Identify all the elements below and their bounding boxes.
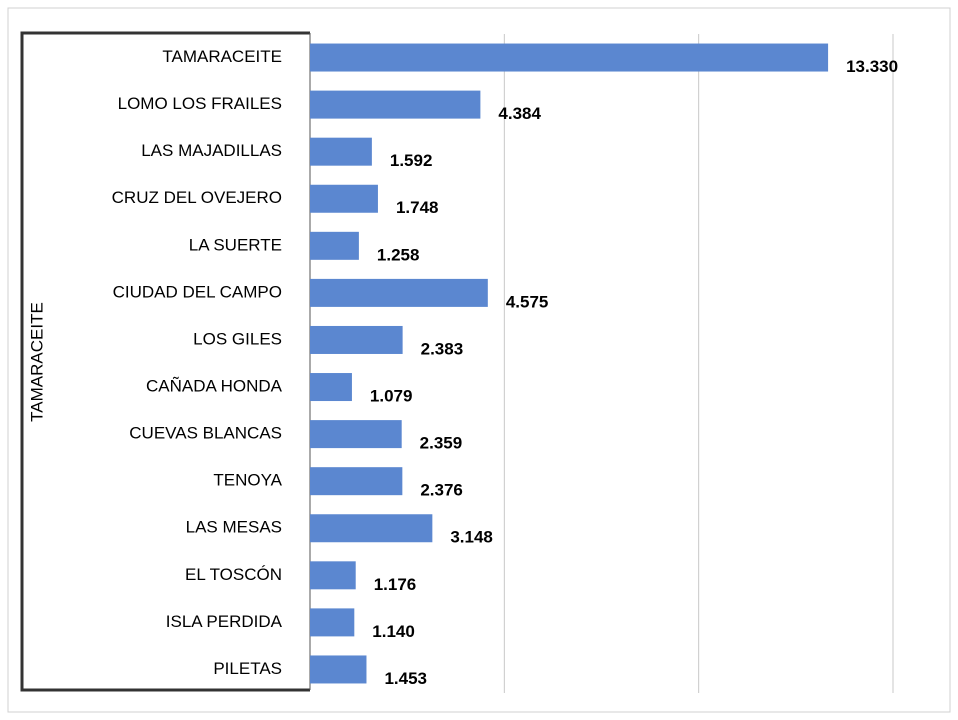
bar: [310, 184, 378, 213]
category-label: LA SUERTE: [189, 235, 282, 254]
category-label: LAS MAJADILLAS: [141, 141, 282, 160]
value-label: 1.453: [384, 669, 427, 688]
bar: [310, 325, 403, 354]
category-label: LOMO LOS FRAILES: [118, 94, 282, 113]
bar: [310, 90, 481, 119]
value-label: 4.575: [506, 292, 549, 311]
bar: [310, 655, 367, 684]
category-label: CUEVAS BLANCAS: [129, 424, 282, 443]
value-label: 1.140: [372, 622, 415, 641]
value-label: 1.176: [374, 575, 417, 594]
group-bracket: [20, 31, 310, 692]
value-label: 1.258: [377, 245, 420, 264]
category-label: ISLA PERDIDA: [166, 612, 283, 631]
value-label: 1.748: [396, 198, 439, 217]
category-label: PILETAS: [213, 659, 282, 678]
bar: [310, 43, 829, 72]
value-label: 1.592: [390, 151, 433, 170]
value-label: 1.079: [370, 387, 413, 406]
chart-border: [7, 7, 951, 713]
group-label: TAMARACEITE: [27, 302, 46, 422]
bar: [310, 137, 372, 166]
value-label: 13.330: [846, 57, 898, 76]
bar: [310, 561, 356, 590]
bar: [310, 467, 403, 496]
category-label: CRUZ DEL OVEJERO: [112, 188, 282, 207]
category-label: TENOYA: [213, 471, 282, 490]
value-label: 2.359: [420, 434, 463, 453]
bar: [310, 373, 352, 402]
value-label: 3.148: [450, 528, 493, 547]
value-label: 2.376: [420, 481, 463, 500]
bar: [310, 231, 359, 260]
bar: [310, 514, 433, 543]
value-label: 2.383: [421, 339, 464, 358]
category-label: CIUDAD DEL CAMPO: [113, 282, 282, 301]
category-label: EL TOSCÓN: [185, 565, 282, 584]
bar: [310, 278, 488, 307]
value-label: 4.384: [498, 104, 541, 123]
category-label: CAÑADA HONDA: [146, 377, 283, 396]
category-label: TAMARACEITE: [162, 47, 282, 66]
category-label: LAS MESAS: [186, 518, 282, 537]
bar: [310, 608, 355, 637]
category-label: LOS GILES: [193, 329, 282, 348]
bar: [310, 420, 402, 449]
